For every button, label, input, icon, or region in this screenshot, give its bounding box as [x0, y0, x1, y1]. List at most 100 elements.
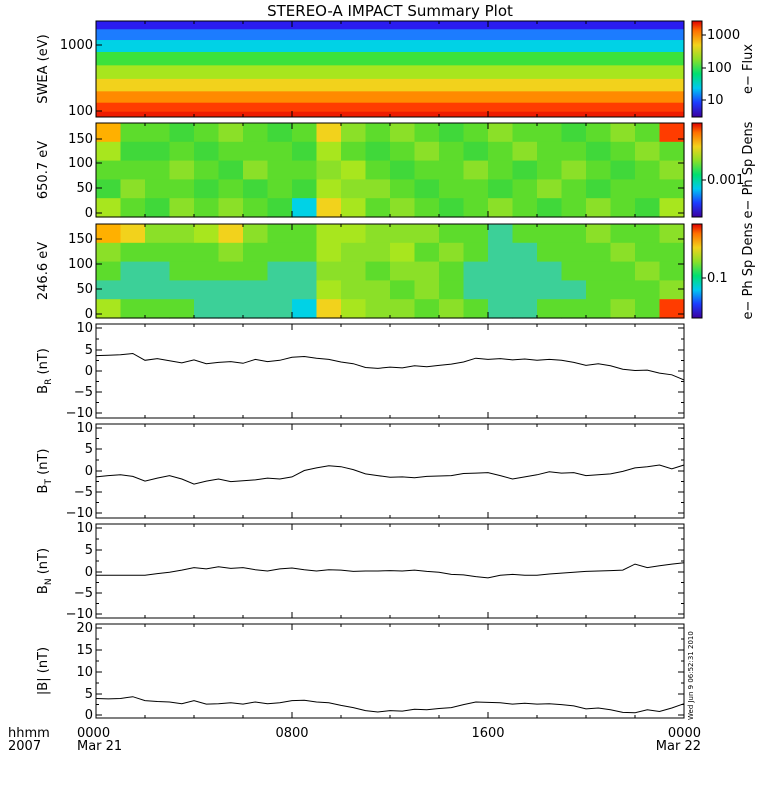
spectrogram-cell — [365, 141, 391, 162]
spectrogram-cell — [659, 141, 685, 162]
y-tick-label: 0 — [85, 464, 93, 479]
spectrogram-cell — [267, 141, 293, 162]
data-series-line — [96, 562, 685, 579]
spectrogram-cell — [169, 123, 195, 143]
spectrogram-cell — [96, 224, 122, 244]
spectrogram-cell — [635, 160, 661, 180]
spectrogram-cell — [414, 299, 440, 319]
spectrogram-cell — [659, 179, 685, 199]
spectrogram-cell — [561, 224, 587, 244]
spectrogram-cell — [145, 299, 171, 319]
y-tick-label: −10 — [66, 406, 93, 421]
pitch-angle-spectrogram-panel: 150 100 50 0 246.6 eV — [36, 223, 685, 322]
spectrogram-cell — [96, 299, 122, 319]
spectrogram-cell — [586, 261, 612, 281]
spectrogram-cell — [488, 123, 514, 143]
spectrogram-cell — [439, 261, 465, 281]
y-tick-label: 5 — [85, 343, 93, 358]
colorbar-label: e− Ph Sp Dens — [741, 121, 756, 218]
plot-title: STEREO-A IMPACT Summary Plot — [267, 2, 513, 20]
spectrogram-cell — [316, 261, 342, 281]
spectrogram-cell — [194, 299, 220, 319]
spectrogram-cell — [610, 224, 636, 244]
time-tick-label: 1600 — [471, 726, 504, 741]
spectrogram-cell — [194, 261, 220, 281]
spectrogram-cell — [169, 141, 195, 162]
data-series-line — [95, 696, 685, 714]
spectrogram-cell — [439, 242, 465, 263]
spectrogram-cell — [463, 242, 489, 263]
spectrogram-cell — [463, 280, 489, 300]
spectrogram-cell — [292, 179, 318, 199]
spectrogram-cell — [120, 160, 146, 180]
spectrogram-cell — [243, 179, 269, 199]
spectrogram-cell — [659, 198, 685, 218]
spectrogram-cell — [267, 160, 293, 180]
spectrogram-cell — [561, 299, 587, 319]
spectrogram-cell — [218, 198, 244, 218]
spectrogram-cell — [635, 123, 661, 143]
y-tick-label: 150 — [68, 132, 93, 147]
spectrogram-cell — [586, 141, 612, 162]
y-tick-label: 1000 — [60, 38, 93, 53]
spectrogram-cell — [488, 242, 514, 263]
colorbar-label: e− Flux — [741, 44, 756, 94]
spectrogram-cell — [610, 280, 636, 300]
spectrogram-cell — [218, 123, 244, 143]
spectrogram-cell — [390, 141, 416, 162]
colorbar-tick-label: 0.1 — [707, 271, 728, 286]
spectrogram-cell — [512, 224, 538, 244]
y-tick-label: 0 — [85, 708, 93, 723]
spectrogram-cell — [120, 179, 146, 199]
spectrogram-cell — [512, 141, 538, 162]
spectrogram-cell — [586, 224, 612, 244]
date-tick-label: Mar 22 — [656, 739, 701, 754]
spectrogram-cell — [96, 179, 122, 199]
spectrogram-cell — [96, 242, 122, 263]
spectrogram-cell — [365, 242, 391, 263]
spectrogram-cell — [365, 261, 391, 281]
spectrogram-cell — [561, 179, 587, 199]
spectrogram-cell — [292, 198, 318, 218]
spectrogram-cell — [243, 198, 269, 218]
spectrogram-cell — [463, 261, 489, 281]
spectrogram-cell — [390, 299, 416, 319]
spectrogram-cell — [316, 198, 342, 218]
spectrogram-cell — [586, 280, 612, 300]
spectrogram-cell — [316, 179, 342, 199]
spectrogram-cell — [341, 160, 367, 180]
spectrogram-cell — [635, 299, 661, 319]
spectrogram-cell — [341, 179, 367, 199]
line-panels: 10 5 0 −5 −10 BR (nT) 10 5 0 −5 −10 BT (nT) 10 5 0 −5 −1… — [36, 321, 685, 723]
y-axis-label: 246.6 eV — [36, 242, 51, 300]
spectrogram-cell — [341, 261, 367, 281]
spectrogram-cell — [586, 179, 612, 199]
spectrogram-cell — [586, 123, 612, 143]
spectrogram-cell — [561, 261, 587, 281]
spectrogram-cell — [243, 242, 269, 263]
spectrogram-cell — [194, 280, 220, 300]
spectrogram-cell — [341, 198, 367, 218]
spectrogram-cell — [537, 179, 563, 199]
spectrogram-cell — [488, 160, 514, 180]
spectrogram-cell — [96, 123, 122, 143]
spectrogram-cell — [390, 280, 416, 300]
spectrogram-cell — [145, 179, 171, 199]
spectrogram-cell — [120, 299, 146, 319]
spectrogram-cell — [610, 141, 636, 162]
spectrogram-cell — [120, 242, 146, 263]
spectrogram-cell — [218, 280, 244, 300]
spectrogram-cell — [365, 123, 391, 143]
y-tick-label: 20 — [76, 621, 93, 636]
spectrogram-cell — [292, 160, 318, 180]
spectrogram-cell — [292, 280, 318, 300]
spectrogram-cell — [439, 123, 465, 143]
spectrogram-cell — [414, 198, 440, 218]
spectrogram-cell — [292, 123, 318, 143]
spectrogram-cell — [390, 179, 416, 199]
y-tick-label: 100 — [68, 104, 93, 119]
spectrogram-cell — [439, 141, 465, 162]
spectrogram-cell — [316, 242, 342, 263]
spectrogram-cell — [145, 141, 171, 162]
spectrogram-cell — [341, 242, 367, 263]
